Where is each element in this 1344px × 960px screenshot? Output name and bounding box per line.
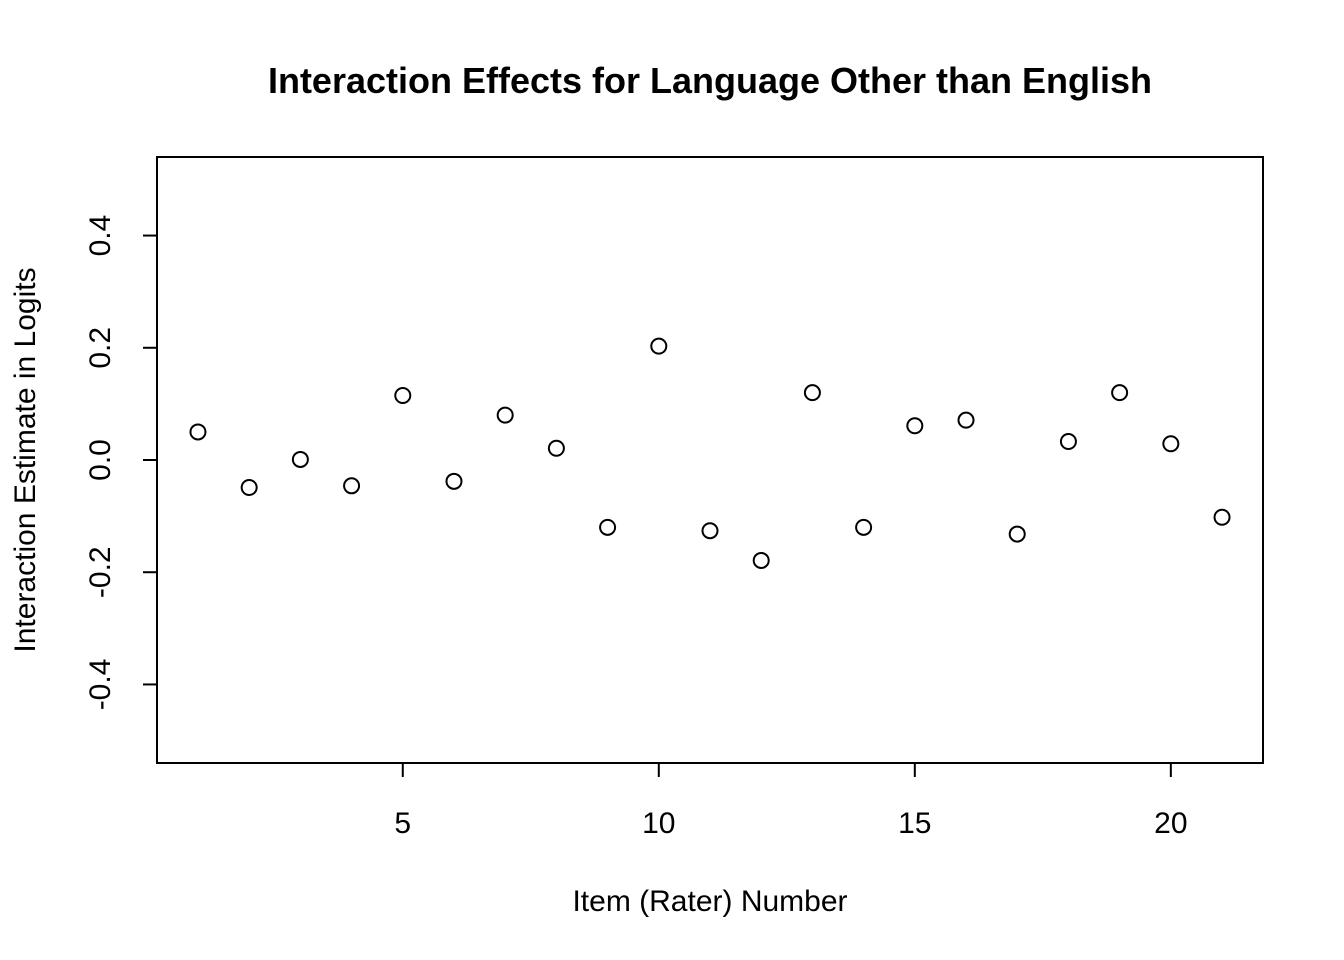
y-tick-label: 0.2	[84, 327, 117, 369]
data-points	[189, 337, 1231, 569]
y-tick-label: 0.0	[84, 439, 117, 481]
chart-title: Interaction Effects for Language Other t…	[268, 60, 1152, 101]
data-point	[547, 439, 565, 457]
y-axis: -0.4 -0.2 0.0 0.2 0.4	[84, 215, 158, 711]
data-point	[445, 472, 463, 490]
x-tick-label: 10	[642, 807, 675, 840]
data-point	[701, 522, 719, 540]
data-point	[1008, 525, 1026, 543]
data-point	[1162, 435, 1180, 453]
y-tick-label: -0.4	[84, 659, 117, 711]
data-point	[240, 478, 258, 496]
data-point	[752, 551, 770, 569]
x-tick-label: 15	[898, 807, 931, 840]
y-tick-label: -0.2	[84, 546, 117, 598]
data-point	[855, 518, 873, 536]
data-point	[291, 450, 309, 468]
x-tick-label: 20	[1154, 807, 1187, 840]
data-point	[599, 518, 617, 536]
data-point	[189, 423, 207, 441]
data-point	[1059, 432, 1077, 450]
data-point	[803, 384, 821, 402]
data-point	[343, 477, 361, 495]
data-point	[1111, 384, 1129, 402]
data-point	[957, 411, 975, 429]
x-axis: 5 10 15 20	[394, 762, 1188, 840]
data-point	[394, 386, 412, 404]
y-tick-label: 0.4	[84, 215, 117, 257]
data-point	[906, 417, 924, 435]
data-point	[496, 406, 514, 424]
data-point	[650, 337, 668, 355]
y-axis-label: Interaction Estimate in Logits	[9, 267, 42, 652]
x-axis-label: Item (Rater) Number	[572, 885, 847, 918]
data-point	[1213, 508, 1231, 526]
x-tick-label: 5	[394, 807, 411, 840]
